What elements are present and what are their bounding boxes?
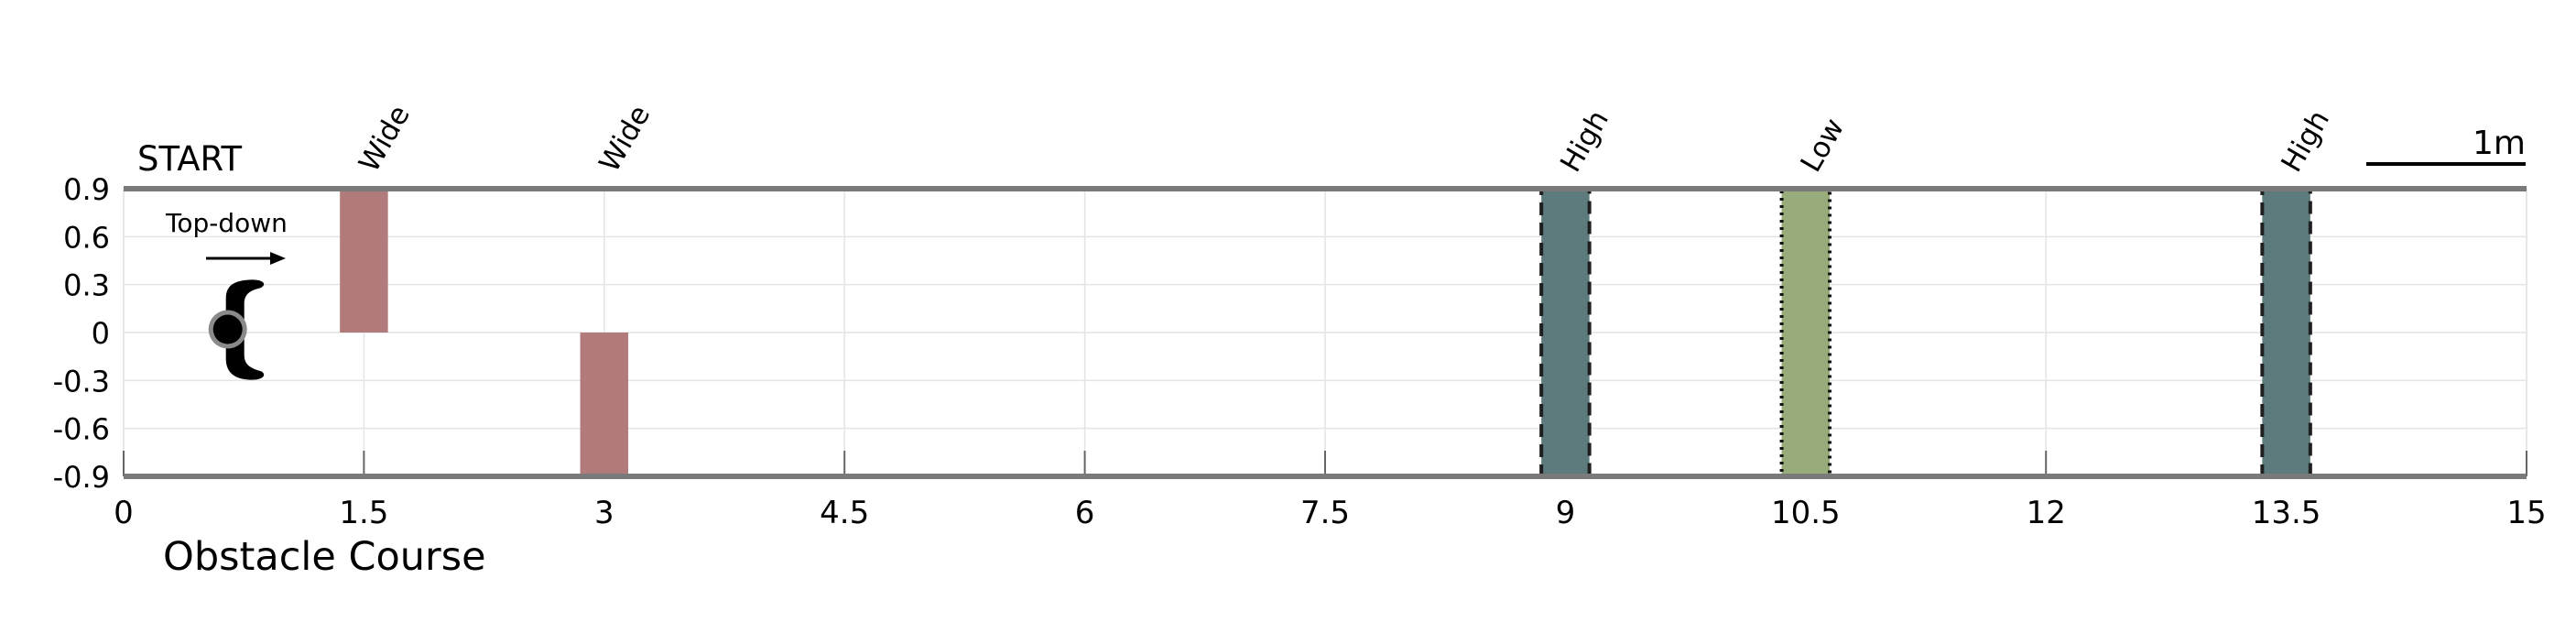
x-tick-label: 15 [2506,495,2546,531]
y-tick-label: 0 [92,316,110,351]
x-tick-label: 3 [594,495,614,531]
course-rails [124,186,2527,479]
obstacle-low-3 [1779,187,1832,478]
x-tick-label: 7.5 [1300,495,1350,531]
obstacle-label: Wide [593,100,658,178]
x-tick-labels: 0 1.5 3 4.5 6 7.5 9 10.5 12 13.5 15 [114,495,2546,531]
scale-bar: 1m [2366,125,2526,166]
obstacle-wide-1 [580,333,629,476]
obstacle-label: High [1554,104,1615,178]
x-tick-label: 10.5 [1771,495,1841,531]
direction-label: Top-down [165,208,288,238]
obstacle-label: High [2275,104,2336,178]
x-tick-label: 13.5 [2252,495,2321,531]
figure-caption: Obstacle Course [163,534,486,580]
robot-icon [208,279,265,380]
x-tick-label: 0 [114,495,134,531]
obstacle-label: Low [1795,113,1852,178]
y-tick-label: 0.3 [63,268,110,303]
obstacle-labels: Wide Wide High Low High [353,100,2336,178]
direction-arrow-icon [206,252,286,265]
obstacle-wide-0 [340,189,388,333]
y-tick-labels: 0.9 0.6 0.3 0 -0.3 -0.6 -0.9 [53,172,110,495]
grid-lines [123,188,2527,477]
y-tick-label: -0.6 [53,412,110,447]
y-tick-label: -0.9 [53,460,110,495]
scale-bar-label: 1m [2473,125,2526,162]
x-tick-label: 1.5 [339,495,388,531]
y-tick-label: -0.3 [53,364,110,398]
axis-tick-marks [123,451,2527,476]
y-tick-label: 0.9 [63,172,110,207]
start-label: START [137,139,243,179]
x-tick-label: 6 [1075,495,1095,531]
x-tick-label: 12 [2027,495,2066,531]
x-tick-label: 4.5 [820,495,869,531]
x-tick-label: 9 [1556,495,1576,531]
obstacle-label: Wide [353,100,417,178]
obstacle-high-2 [1539,187,1592,478]
y-tick-label: 0.6 [63,220,110,255]
obstacle-high-4 [2260,187,2312,478]
